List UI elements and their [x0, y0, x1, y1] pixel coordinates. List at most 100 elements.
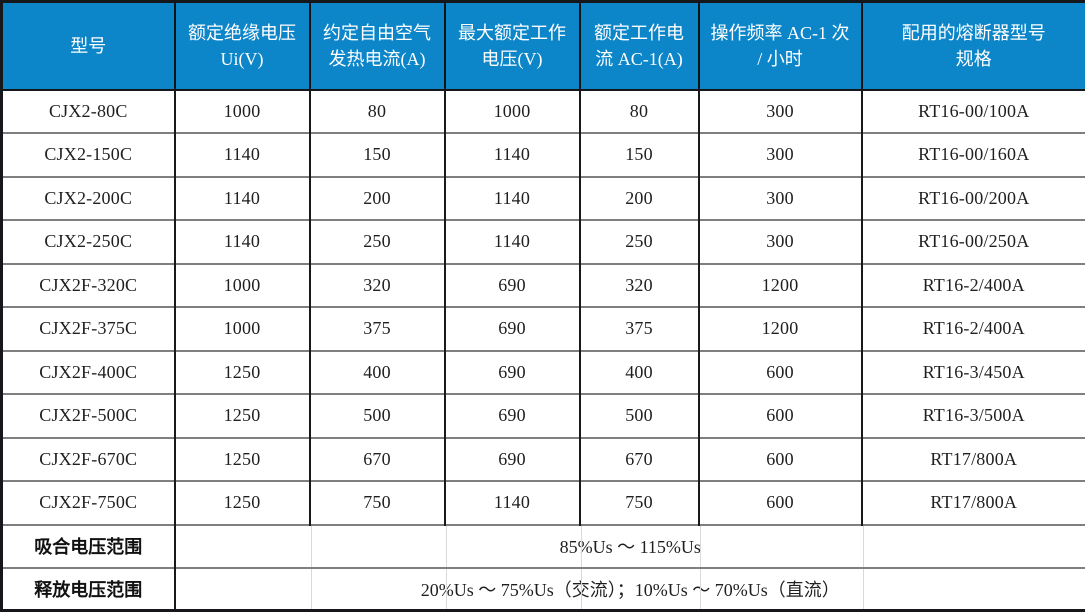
cell-value: 1250	[173, 349, 310, 394]
cell-fuse: RT17/800A	[860, 436, 1085, 481]
cell-value: 150	[578, 132, 699, 177]
cell-value: 400	[578, 349, 699, 394]
header-row: 型号 额定绝缘电压 Ui(V) 约定自由空气发热电流(A) 最大额定工作电压(V…	[0, 1, 1085, 91]
cell-fuse: RT16-3/500A	[860, 393, 1085, 438]
cell-value: 600	[697, 349, 862, 394]
cell-fuse: RT16-00/200A	[860, 175, 1085, 220]
cell-value: 150	[308, 132, 445, 177]
footer-value-pickup-voltage: 85%Us ～ 115%Us	[173, 523, 1085, 568]
cell-value: 250	[578, 219, 699, 264]
cell-value: 1000	[173, 306, 310, 351]
table-row: CJX2F-500C 1250 500 690 500 600 RT16-3/5…	[0, 393, 1085, 438]
cell-model: CJX2F-400C	[0, 349, 175, 394]
cell-value: 500	[308, 393, 445, 438]
header-cell-op-frequency: 操作频率 AC-1 次 / 小时	[697, 1, 862, 91]
cell-value: 1140	[173, 175, 310, 220]
cell-value: 670	[578, 436, 699, 481]
cell-value: 600	[697, 393, 862, 438]
table-row: CJX2-250C 1140 250 1140 250 300 RT16-00/…	[0, 219, 1085, 264]
faint-column-divider	[862, 526, 864, 567]
cell-value: 200	[308, 175, 445, 220]
footer-row-release-voltage: 释放电压范围 20%Us ～ 75%Us（交流）；10%Us ～ 70%Us（直…	[0, 566, 1085, 611]
cell-value: 1000	[173, 262, 310, 307]
cell-value: 1000	[173, 88, 310, 133]
cell-model: CJX2F-670C	[0, 436, 175, 481]
table-row: CJX2F-400C 1250 400 690 400 600 RT16-3/4…	[0, 349, 1085, 394]
cell-value: 1140	[443, 480, 580, 525]
footer-label-pickup-voltage: 吸合电压范围	[0, 523, 175, 568]
cell-value: 300	[697, 88, 862, 133]
cell-value: 1140	[443, 175, 580, 220]
faint-column-divider	[445, 526, 447, 567]
cell-value: 600	[697, 480, 862, 525]
cell-value: 690	[443, 436, 580, 481]
cell-value: 1140	[173, 132, 310, 177]
footer-value-text: 20%Us ～ 75%Us（交流）；10%Us ～ 70%Us（直流）	[420, 579, 840, 600]
header-cell-insulation-volt: 额定绝缘电压 Ui(V)	[173, 1, 310, 91]
cell-fuse: RT16-00/100A	[860, 88, 1085, 133]
cell-value: 1250	[173, 436, 310, 481]
table-row: CJX2-200C 1140 200 1140 200 300 RT16-00/…	[0, 175, 1085, 220]
cell-value: 690	[443, 262, 580, 307]
table-row: CJX2F-750C 1250 750 1140 750 600 RT17/80…	[0, 480, 1085, 525]
cell-value: 200	[578, 175, 699, 220]
cell-model: CJX2F-750C	[0, 480, 175, 525]
table-row: CJX2-150C 1140 150 1140 150 300 RT16-00/…	[0, 132, 1085, 177]
cell-model: CJX2-80C	[0, 88, 175, 133]
cell-fuse: RT16-2/400A	[860, 262, 1085, 307]
cell-value: 670	[308, 436, 445, 481]
table-row: CJX2F-320C 1000 320 690 320 1200 RT16-2/…	[0, 262, 1085, 307]
footer-value-text: 85%Us ～ 115%Us	[559, 537, 701, 557]
cell-value: 600	[697, 436, 862, 481]
cell-value: 375	[308, 306, 445, 351]
cell-value: 1200	[697, 262, 862, 307]
cell-value: 500	[578, 393, 699, 438]
table-row: CJX2-80C 1000 80 1000 80 300 RT16-00/100…	[0, 88, 1085, 133]
cell-value: 750	[308, 480, 445, 525]
cell-value: 1140	[443, 219, 580, 264]
cell-value: 250	[308, 219, 445, 264]
cell-value: 690	[443, 306, 580, 351]
faint-column-divider	[310, 526, 312, 567]
faint-column-divider	[310, 569, 312, 609]
cell-value: 400	[308, 349, 445, 394]
cell-value: 1250	[173, 480, 310, 525]
cell-value: 320	[308, 262, 445, 307]
cell-model: CJX2-150C	[0, 132, 175, 177]
cell-fuse: RT16-3/450A	[860, 349, 1085, 394]
header-cell-fuse-spec: 配用的熔断器型号规格	[860, 1, 1085, 91]
cell-value: 690	[443, 393, 580, 438]
footer-label-release-voltage: 释放电压范围	[0, 566, 175, 611]
cell-fuse: RT16-00/160A	[860, 132, 1085, 177]
cell-fuse: RT16-2/400A	[860, 306, 1085, 351]
cell-model: CJX2F-375C	[0, 306, 175, 351]
cell-fuse: RT16-00/250A	[860, 219, 1085, 264]
cell-value: 300	[697, 132, 862, 177]
cell-value: 80	[308, 88, 445, 133]
cell-value: 375	[578, 306, 699, 351]
table-row: CJX2F-670C 1250 670 690 670 600 RT17/800…	[0, 436, 1085, 481]
table-body: CJX2-80C 1000 80 1000 80 300 RT16-00/100…	[0, 88, 1085, 525]
header-cell-working-current: 额定工作电流 AC-1(A)	[578, 1, 699, 91]
cell-fuse: RT17/800A	[860, 480, 1085, 525]
cell-value: 1140	[443, 132, 580, 177]
cell-model: CJX2F-500C	[0, 393, 175, 438]
table-header: 型号 额定绝缘电压 Ui(V) 约定自由空气发热电流(A) 最大额定工作电压(V…	[0, 1, 1085, 91]
cell-value: 1250	[173, 393, 310, 438]
table-footer: 吸合电压范围 85%Us ～ 115%Us 释放电压范围 20%Us ～ 75%…	[0, 523, 1085, 611]
cell-value: 690	[443, 349, 580, 394]
cell-value: 750	[578, 480, 699, 525]
cell-value: 320	[578, 262, 699, 307]
cell-value: 1200	[697, 306, 862, 351]
table-row: CJX2F-375C 1000 375 690 375 1200 RT16-2/…	[0, 306, 1085, 351]
cell-model: CJX2-250C	[0, 219, 175, 264]
cell-value: 1000	[443, 88, 580, 133]
footer-value-release-voltage: 20%Us ～ 75%Us（交流）；10%Us ～ 70%Us（直流）	[173, 566, 1085, 611]
footer-row-pickup-voltage: 吸合电压范围 85%Us ～ 115%Us	[0, 523, 1085, 568]
cell-value: 300	[697, 175, 862, 220]
cell-value: 80	[578, 88, 699, 133]
header-cell-max-volt: 最大额定工作电压(V)	[443, 1, 580, 91]
cell-model: CJX2F-320C	[0, 262, 175, 307]
